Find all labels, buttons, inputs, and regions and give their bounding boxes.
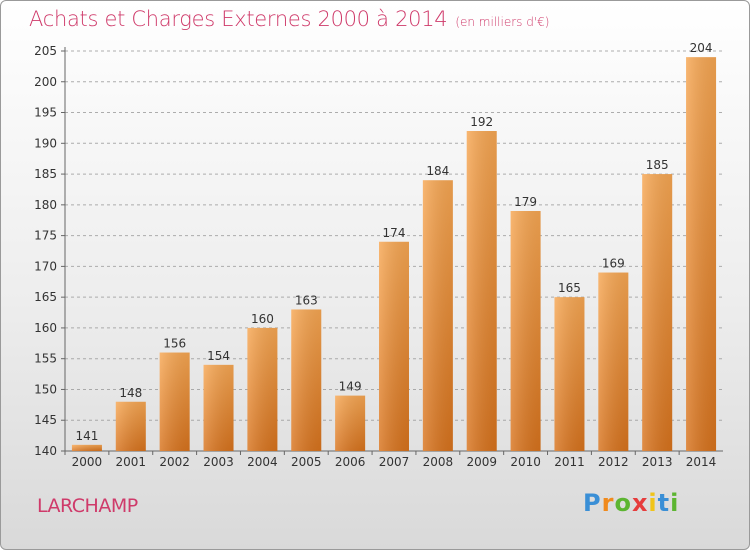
proxiti-logo[interactable]: Proxiti <box>583 489 679 517</box>
x-tick-label: 2003 <box>203 455 234 469</box>
data-label: 204 <box>690 41 713 55</box>
data-label: 185 <box>646 158 669 172</box>
commune-name: LARCHAMP <box>37 495 138 517</box>
logo-letter: t <box>657 489 671 517</box>
data-label: 165 <box>558 281 581 295</box>
x-tick-label: 2008 <box>423 455 454 469</box>
bar-shade <box>510 211 541 451</box>
bar-shade <box>642 174 673 452</box>
data-label: 174 <box>383 226 406 240</box>
y-tick-label: 145 <box>34 413 57 427</box>
x-tick-label: 2007 <box>379 455 410 469</box>
value-labels: 141 148 156 154 160 163 149 174 184 192 179 165 169 1… <box>75 41 712 443</box>
x-tick-label: 2010 <box>510 455 541 469</box>
data-label: 156 <box>163 337 186 351</box>
chart-subtitle: (en milliers d'€) <box>455 15 550 29</box>
y-tick-label: 205 <box>34 44 57 58</box>
logo-letter: i <box>648 489 658 517</box>
bar-shade <box>291 309 322 451</box>
bar-shade <box>554 297 585 451</box>
bar-shade <box>159 352 190 451</box>
y-tick-label: 190 <box>34 136 57 150</box>
logo-letter: r <box>601 489 615 517</box>
x-tick-label: 2012 <box>598 455 629 469</box>
bar-shade <box>422 180 453 451</box>
data-label: 169 <box>602 257 625 271</box>
data-label: 163 <box>295 293 318 307</box>
logo-letter: P <box>583 489 602 517</box>
logo-letter: x <box>631 489 649 517</box>
y-tick-label: 185 <box>34 167 57 181</box>
bar-shade <box>466 131 497 451</box>
x-tick-label: 2013 <box>642 455 673 469</box>
x-tick-label: 2009 <box>466 455 497 469</box>
y-tick-label: 160 <box>34 321 57 335</box>
data-label: 141 <box>75 429 98 443</box>
x-tick-label: 2002 <box>159 455 190 469</box>
y-tick-label: 165 <box>34 290 57 304</box>
y-tick-label: 180 <box>34 198 57 212</box>
y-tick-label: 150 <box>34 382 57 396</box>
x-tick-label: 2000 <box>72 455 103 469</box>
data-label: 160 <box>251 312 274 326</box>
data-label: 192 <box>470 115 493 129</box>
y-tick-label: 170 <box>34 259 57 273</box>
bar-shade <box>71 444 102 451</box>
bar-shade <box>379 241 409 451</box>
chart-title: Achats et Charges Externes 2000 à 2014 (e… <box>29 7 549 31</box>
x-tick-label: 2001 <box>116 455 147 469</box>
x-tick-label: 2006 <box>335 455 366 469</box>
bar-shade <box>115 401 146 451</box>
axes: 1401451501551601651701751801851901952002… <box>34 44 723 469</box>
bar-shade <box>203 364 234 451</box>
bar-shade <box>598 272 629 451</box>
y-tick-label: 155 <box>34 352 57 366</box>
data-label: 184 <box>426 164 449 178</box>
bar-shade <box>335 395 366 451</box>
x-tick-label: 2011 <box>554 455 585 469</box>
bars <box>71 57 717 452</box>
logo-letter: o <box>614 489 632 517</box>
x-tick-label: 2014 <box>686 455 717 469</box>
data-label: 149 <box>339 380 362 394</box>
data-label: 154 <box>207 349 230 363</box>
x-tick-label: 2005 <box>291 455 322 469</box>
y-tick-label: 140 <box>34 444 57 458</box>
y-tick-label: 200 <box>34 75 57 89</box>
data-label: 148 <box>119 386 142 400</box>
bar-shade <box>686 57 717 452</box>
data-label: 179 <box>514 195 537 209</box>
y-tick-label: 195 <box>34 106 57 120</box>
chart-title-text: Achats et Charges Externes 2000 à 2014 <box>29 7 448 31</box>
y-tick-label: 175 <box>34 229 57 243</box>
x-tick-label: 2004 <box>247 455 278 469</box>
bar-shade <box>247 327 278 451</box>
logo-letter: i <box>670 489 680 517</box>
